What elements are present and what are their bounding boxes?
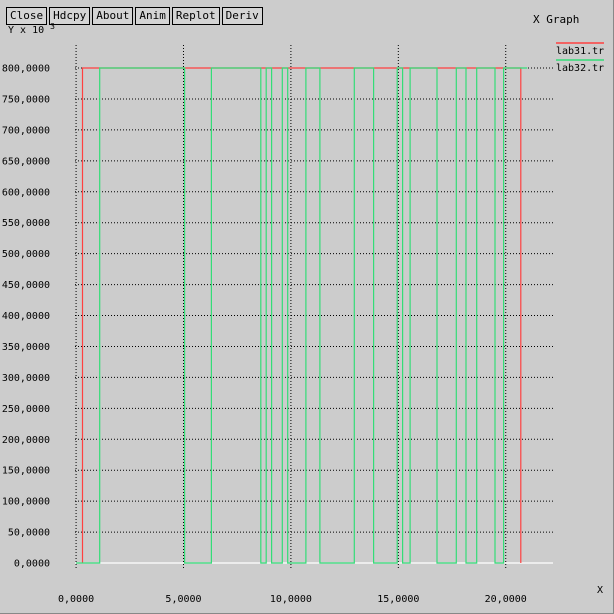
window-title: X Graph [533,13,580,26]
y-tick-label: 50,0000 [8,528,50,539]
y-axis-label: Y x 10 3 [8,22,55,36]
y-axis-exponent: 3 [50,22,55,31]
x-tick-label: 15,0000 [377,594,419,605]
grid [75,45,553,570]
y-tick-label: 350,0000 [2,342,50,353]
x-tick-label: 5,0000 [165,594,201,605]
y-tick-label: 500,0000 [2,249,50,260]
y-tick-label: 200,0000 [2,435,50,446]
y-tick-label: 250,0000 [2,404,50,415]
y-tick-label: 600,0000 [2,187,50,198]
series-line-1 [81,67,522,563]
legend-label: lab32.tr [556,63,604,74]
close-button[interactable]: Close [6,7,48,25]
y-tick-label: 700,0000 [2,125,50,136]
x-axis-label: X [597,585,603,596]
y-tick-label: 450,0000 [2,280,50,291]
y-tick-label: 0,0000 [14,559,50,570]
y-tick-label: 550,0000 [2,218,50,229]
legend: lab31.tr lab32.tr [556,42,604,74]
y-tick-label: 650,0000 [2,156,50,167]
series-line-2 [76,67,528,564]
replot-button[interactable]: Replot [171,7,220,25]
x-tick-labels: 0,0000 5,0000 10,0000 15,0000 20,0000 [58,594,527,605]
anim-button[interactable]: Anim [135,7,170,25]
y-tick-label: 100,0000 [2,497,50,508]
toolbar: Close Hdcpy About Anim Replot Deriv [6,7,263,25]
series-lines [76,67,528,564]
about-button[interactable]: About [92,7,134,25]
y-tick-label: 150,0000 [2,466,50,477]
x-tick-label: 20,0000 [485,594,527,605]
hardcopy-button[interactable]: Hdcpy [49,7,91,25]
x-tick-label: 10,0000 [270,594,312,605]
y-tick-label: 800,0000 [2,64,50,75]
deriv-button[interactable]: Deriv [221,7,263,25]
legend-label: lab31.tr [556,46,604,57]
y-tick-labels: 0,0000 50,0000 100,0000 150,0000 200,0000 250… [2,64,50,570]
y-tick-label: 300,0000 [2,373,50,384]
x-tick-label: 0,0000 [58,594,94,605]
y-tick-label: 750,0000 [2,94,50,105]
y-tick-label: 400,0000 [2,311,50,322]
